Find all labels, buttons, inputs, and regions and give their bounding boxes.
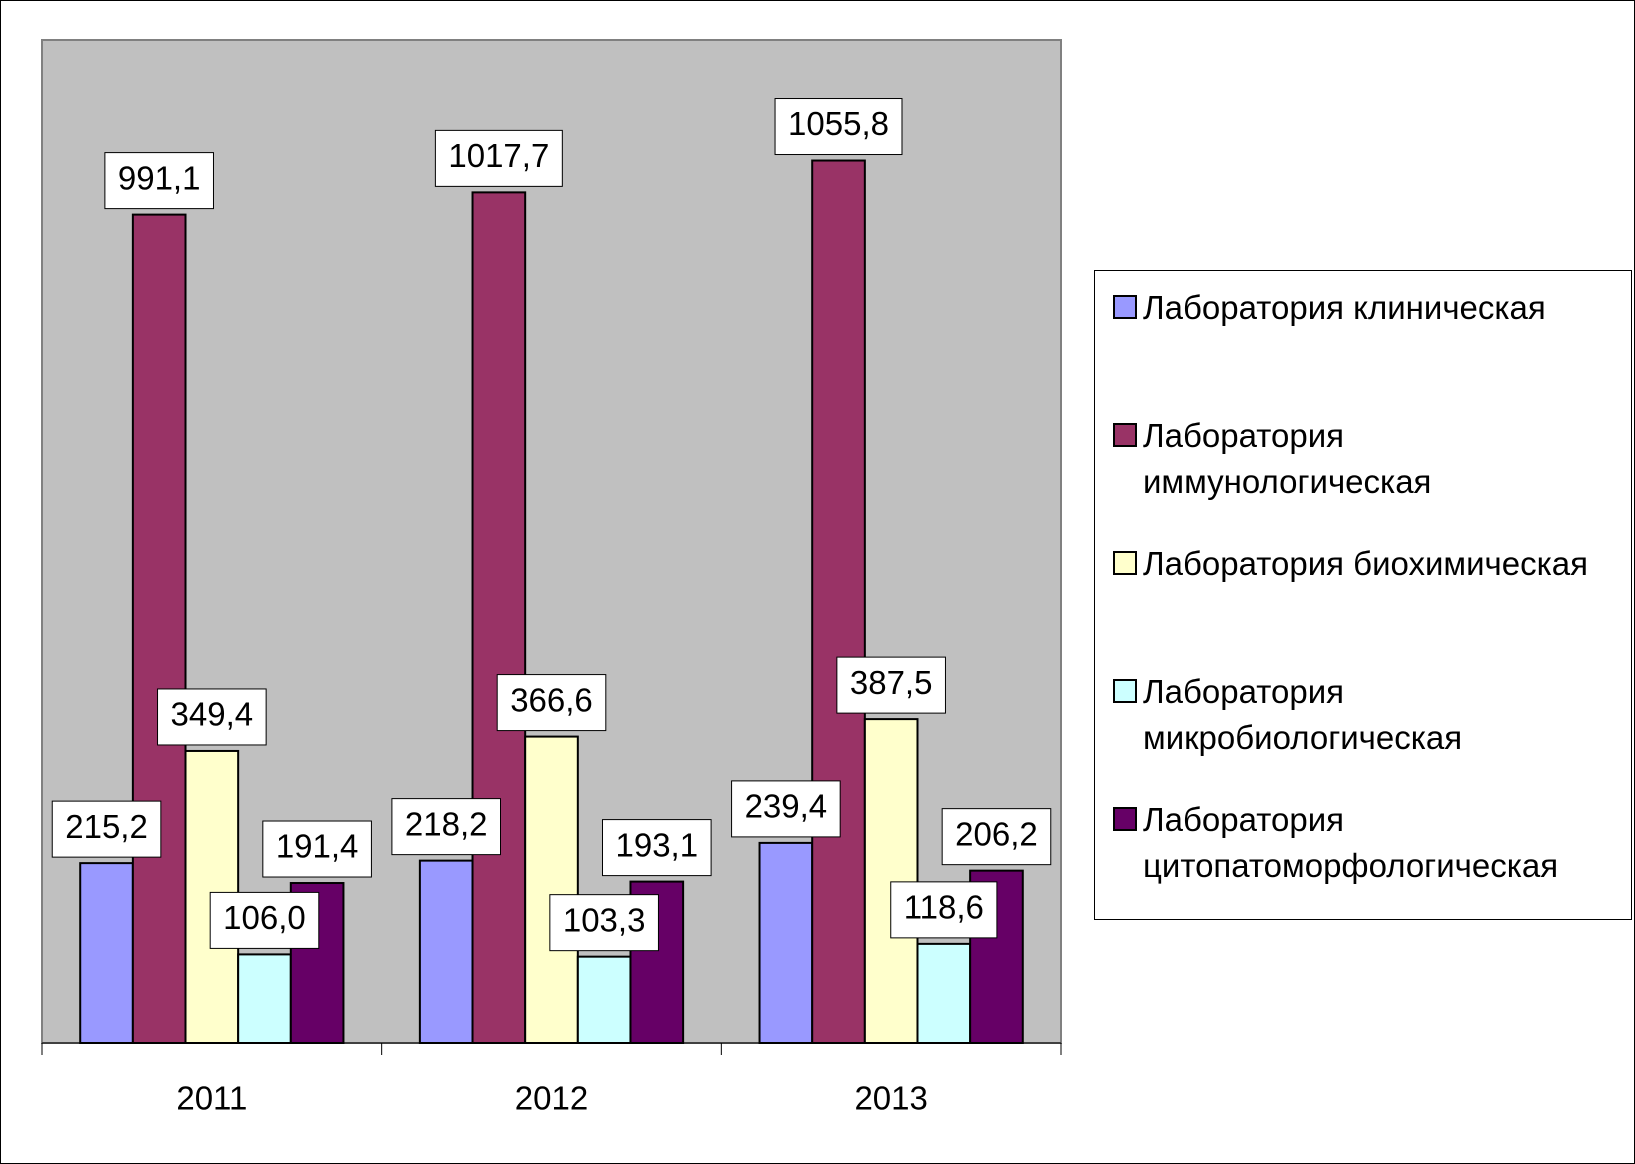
data-label-text: 387,5	[850, 664, 933, 701]
legend-swatch	[1113, 807, 1137, 831]
data-label-box	[601, 819, 712, 877]
legend-entry: Лаборатория биохимическая	[1113, 541, 1623, 587]
data-label-box	[496, 674, 607, 732]
legend-entry: Лаборатория иммунологическая	[1113, 413, 1623, 505]
data-label: 366,6	[496, 674, 607, 732]
data-label-box	[434, 129, 563, 187]
data-label-box	[890, 881, 998, 939]
bar	[79, 862, 134, 1044]
legend-swatch	[1113, 295, 1137, 319]
legend-swatch	[1113, 423, 1137, 447]
x-tick-label: 2012	[515, 1080, 588, 1117]
data-label: 1017,7	[434, 129, 563, 187]
x-tick-label: 2013	[854, 1080, 927, 1117]
data-label-text: 991,1	[118, 159, 201, 196]
data-label-box	[262, 820, 372, 878]
data-label: 215,2	[51, 800, 162, 858]
data-label-text: 118,6	[904, 889, 984, 926]
legend-swatch	[1113, 679, 1137, 703]
bar	[418, 859, 474, 1044]
data-label: 193,1	[601, 819, 712, 877]
data-label: 1055,8	[774, 98, 903, 156]
data-label: 191,4	[262, 820, 372, 878]
data-label-box	[157, 688, 267, 746]
bar	[758, 841, 814, 1044]
data-label-box	[731, 780, 841, 838]
data-label-text: 206,2	[955, 815, 1038, 852]
legend-swatch	[1113, 551, 1137, 575]
data-label: 218,2	[391, 798, 502, 856]
data-label-box	[209, 891, 320, 949]
data-label-text: 1017,7	[448, 137, 549, 174]
data-label-box	[51, 800, 162, 858]
data-label-text: 218,2	[405, 805, 488, 842]
data-label: 118,6	[890, 881, 998, 939]
legend-entry: Лаборатория микробиологическая	[1113, 669, 1623, 761]
data-label-box	[549, 894, 659, 952]
data-label: 387,5	[836, 656, 946, 714]
bar	[863, 718, 919, 1044]
bar	[524, 735, 579, 1044]
data-label-text: 239,4	[745, 788, 828, 825]
data-label: 103,3	[549, 894, 659, 952]
legend-label: Лаборатория биохимическая	[1143, 545, 1588, 582]
bar	[471, 191, 527, 1044]
legend-label: Лаборатория клиническая	[1143, 289, 1546, 326]
data-label: 349,4	[157, 688, 267, 746]
data-label-text: 106,0	[223, 899, 306, 936]
legend-entry: Лаборатория клиническая	[1113, 285, 1623, 331]
data-label-text: 215,2	[65, 808, 148, 845]
legend-label: Лаборатория цитопатоморфологическая	[1143, 801, 1559, 884]
data-label-box	[941, 808, 1052, 866]
data-label-text: 103,3	[563, 901, 646, 938]
data-label: 106,0	[209, 891, 320, 949]
data-label-text: 349,4	[171, 696, 254, 733]
legend-label: Лаборатория микробиологическая	[1143, 673, 1463, 756]
x-tick-label: 2011	[176, 1080, 247, 1117]
bar	[131, 213, 187, 1044]
bar	[916, 942, 972, 1045]
data-label: 206,2	[941, 808, 1052, 866]
data-label-text: 191,4	[276, 828, 359, 865]
bar	[811, 159, 866, 1044]
data-label: 991,1	[104, 152, 214, 210]
data-label-box	[391, 798, 502, 856]
bar	[576, 955, 632, 1044]
data-label: 239,4	[731, 780, 841, 838]
data-label-box	[774, 98, 903, 156]
data-label-box	[836, 656, 946, 714]
data-label-text: 193,1	[615, 826, 698, 863]
legend-entry: Лаборатория цитопатоморфологическая	[1113, 797, 1623, 889]
legend: Лаборатория клиническая Лаборатория иммун…	[1094, 270, 1632, 920]
legend-label: Лаборатория иммунологическая	[1143, 417, 1432, 500]
data-label-box	[104, 152, 214, 210]
bar	[237, 953, 292, 1045]
data-label-text: 1055,8	[788, 105, 889, 142]
data-label-text: 366,6	[510, 681, 593, 718]
